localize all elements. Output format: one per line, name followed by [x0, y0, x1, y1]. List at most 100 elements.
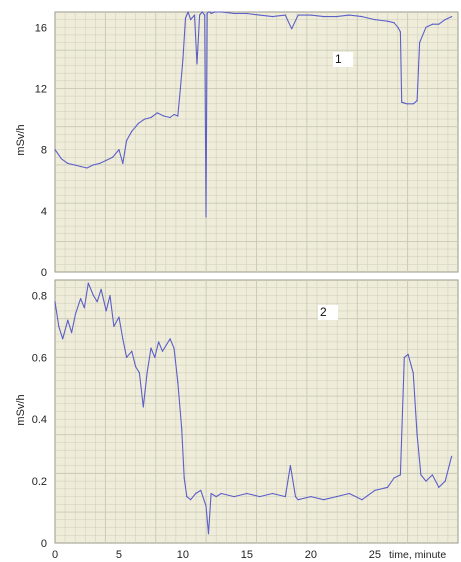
- data-point: [207, 11, 210, 13]
- y-tick-label: 0: [41, 267, 47, 279]
- data-point: [387, 20, 389, 22]
- data-point: [80, 298, 82, 300]
- data-point: [131, 130, 133, 132]
- panel-label: 2: [320, 305, 327, 319]
- data-point: [271, 16, 274, 18]
- data-point: [122, 338, 124, 340]
- data-point: [201, 11, 203, 13]
- data-point: [323, 16, 325, 18]
- data-point: [210, 12, 212, 15]
- data-point: [74, 313, 77, 315]
- data-point: [86, 167, 88, 169]
- data-point: [158, 341, 160, 343]
- data-point: [214, 11, 216, 13]
- data-point: [407, 353, 409, 355]
- data-point: [177, 381, 179, 383]
- grid: [55, 280, 458, 543]
- data-point: [135, 366, 137, 368]
- x-tick-label: 10: [177, 549, 189, 561]
- data-point: [92, 294, 94, 297]
- data-point: [431, 474, 433, 476]
- data-point: [399, 474, 401, 476]
- data-point: [431, 23, 433, 25]
- data-point: [122, 162, 124, 164]
- x-axis-label: time, minute: [389, 549, 446, 561]
- data-point: [374, 19, 376, 21]
- data-point: [401, 101, 403, 103]
- data-point: [204, 14, 206, 16]
- data-point: [173, 347, 175, 349]
- data-point: [60, 158, 63, 160]
- data-point: [289, 465, 291, 467]
- data-point: [399, 31, 401, 33]
- data-point: [169, 338, 171, 340]
- data-point: [113, 325, 115, 327]
- data-point: [118, 149, 120, 151]
- data-point: [451, 455, 453, 457]
- data-point: [420, 474, 422, 476]
- y-tick-label: 4: [41, 206, 47, 218]
- y-tick-label: 16: [35, 22, 47, 34]
- data-point: [246, 492, 248, 495]
- y-axis-label: mSv/h: [15, 394, 27, 425]
- data-point: [142, 406, 144, 408]
- y-tick-label: 12: [35, 83, 47, 95]
- data-point: [196, 63, 198, 65]
- data-point: [451, 16, 453, 18]
- data-point: [406, 103, 408, 105]
- data-point: [112, 156, 114, 158]
- data-point: [165, 344, 167, 346]
- data-point: [146, 372, 148, 374]
- data-point: [137, 123, 139, 125]
- data-point: [92, 164, 94, 166]
- data-point: [173, 113, 175, 116]
- data-point: [361, 16, 363, 18]
- y-tick-label: 0.2: [32, 476, 47, 488]
- data-point: [190, 499, 192, 501]
- data-point: [126, 139, 128, 142]
- data-point: [297, 14, 299, 16]
- x-tick-label: 0: [52, 549, 58, 561]
- data-point: [220, 11, 222, 13]
- chart-panel-1: 0 4 8 12 16 mSv/h 1: [15, 11, 459, 279]
- grid: [55, 12, 458, 272]
- data-point: [184, 17, 187, 19]
- data-point: [181, 427, 183, 430]
- data-point: [425, 26, 427, 28]
- data-point: [182, 58, 184, 61]
- data-point: [294, 496, 297, 498]
- data-point: [233, 12, 235, 15]
- data-point: [444, 480, 446, 482]
- data-point: [246, 12, 248, 15]
- data-point: [109, 294, 111, 297]
- data-point: [105, 310, 107, 312]
- data-point: [186, 496, 188, 498]
- y-axis-label: mSv/h: [15, 124, 27, 155]
- data-point: [138, 372, 140, 374]
- data-point: [80, 165, 82, 168]
- y-tick-label: 0.4: [32, 414, 47, 426]
- data-point: [297, 499, 299, 501]
- data-point: [403, 356, 405, 358]
- data-point: [144, 118, 146, 120]
- data-point: [131, 350, 133, 352]
- data-point: [233, 496, 235, 498]
- data-point: [393, 22, 395, 24]
- data-point: [393, 477, 395, 479]
- chart-panel-2: 0 0.2 0.4 0.6 0.8 0 5 10 15 20 25 time, minute mSv/h…: [15, 279, 459, 561]
- data-point: [126, 356, 128, 358]
- data-point: [397, 26, 399, 28]
- data-point: [348, 14, 350, 16]
- panel-label: 1: [335, 52, 342, 66]
- data-point: [150, 347, 152, 349]
- data-point: [416, 434, 418, 436]
- data-point: [161, 350, 164, 352]
- data-point: [310, 496, 312, 498]
- data-point: [87, 282, 89, 284]
- data-point: [183, 477, 185, 479]
- data-point: [323, 499, 325, 501]
- data-point: [291, 28, 293, 30]
- data-point: [54, 149, 56, 151]
- data-point: [335, 16, 338, 18]
- data-point: [205, 216, 207, 218]
